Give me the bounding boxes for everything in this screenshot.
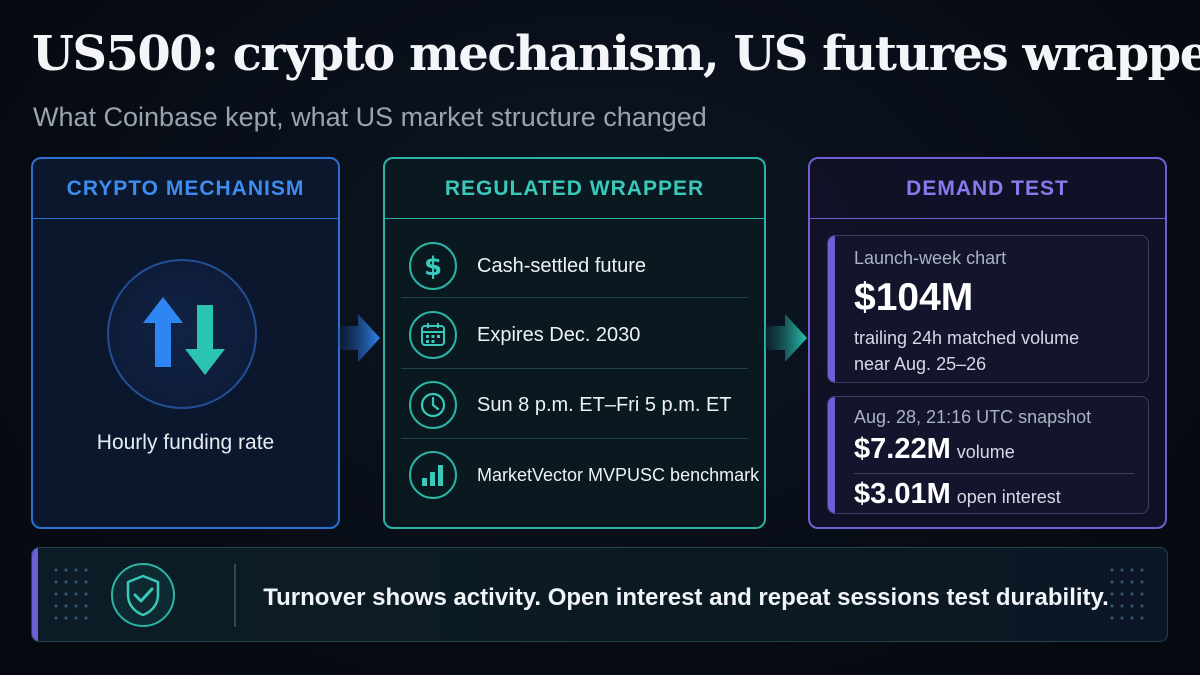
wrapper-item: MarketVector MVPUSC benchmark	[401, 440, 759, 510]
dot-grid-decoration	[1110, 568, 1144, 620]
shield-check-icon	[111, 563, 175, 627]
calendar-icon	[409, 311, 457, 359]
page-subtitle: What Coinbase kept, what US market struc…	[33, 102, 707, 132]
wrapper-item: Expires Dec. 2030	[401, 300, 748, 370]
up-down-arrows-icon	[107, 259, 257, 409]
arrow-right-icon	[765, 314, 807, 362]
clock-icon	[409, 381, 457, 429]
snapshot-volume: $7.22M volume	[854, 433, 1015, 466]
takeaway-text: Turnover shows activity. Open interest a…	[263, 584, 1109, 611]
wrapper-item-label: MarketVector MVPUSC benchmark	[477, 464, 760, 485]
wrapper-item-label: Sun 8 p.m. ET–Fri 5 p.m. ET	[477, 393, 732, 416]
bar-chart-icon	[409, 451, 457, 499]
regulated-wrapper-header: REGULATED WRAPPER	[385, 159, 764, 219]
crypto-mechanism-panel: CRYPTO MECHANISM Hourly funding rate	[31, 157, 340, 529]
demand-test-header: DEMAND TEST	[810, 159, 1165, 219]
wrapper-item: $ Cash-settled future	[401, 231, 748, 301]
snapshot-open-interest: $3.01M open interest	[854, 478, 1061, 511]
snapshot-volume-unit: volume	[956, 442, 1015, 462]
launch-week-kicker: Launch-week chart	[854, 248, 1007, 268]
demand-test-panel: DEMAND TEST Launch-week chart $104M trai…	[808, 157, 1167, 529]
wrapper-item-label: Cash-settled future	[477, 254, 646, 277]
snapshot-card: Aug. 28, 21:16 UTC snapshot $7.22M volume…	[827, 396, 1149, 514]
snapshot-oi-unit: open interest	[956, 487, 1061, 507]
takeaway-banner: Turnover shows activity. Open interest a…	[31, 547, 1168, 642]
svg-text:$: $	[424, 252, 442, 281]
regulated-wrapper-panel: REGULATED WRAPPER $ Cash-settled future …	[383, 157, 766, 529]
page-title: US500: crypto mechanism, US futures wrap…	[32, 26, 1200, 82]
arrow-right-icon	[338, 314, 380, 362]
launch-week-value: $104M	[854, 276, 974, 319]
snapshot-volume-value: $7.22M	[854, 433, 951, 465]
snapshot-oi-value: $3.01M	[854, 478, 951, 510]
crypto-mechanism-header: CRYPTO MECHANISM	[33, 159, 338, 219]
launch-week-card: Launch-week chart $104M trailing 24h mat…	[827, 235, 1149, 383]
dollar-icon: $	[409, 242, 457, 290]
wrapper-item-label: Expires Dec. 2030	[477, 323, 641, 346]
wrapper-item: Sun 8 p.m. ET–Fri 5 p.m. ET	[401, 370, 748, 440]
dot-grid-decoration	[54, 568, 88, 620]
launch-week-note-date: near Aug. 25–26	[854, 354, 987, 374]
launch-week-note: trailing 24h matched volume	[854, 328, 1080, 348]
snapshot-kicker: Aug. 28, 21:16 UTC snapshot	[854, 407, 1092, 427]
funding-rate-label: Hourly funding rate	[96, 431, 275, 454]
